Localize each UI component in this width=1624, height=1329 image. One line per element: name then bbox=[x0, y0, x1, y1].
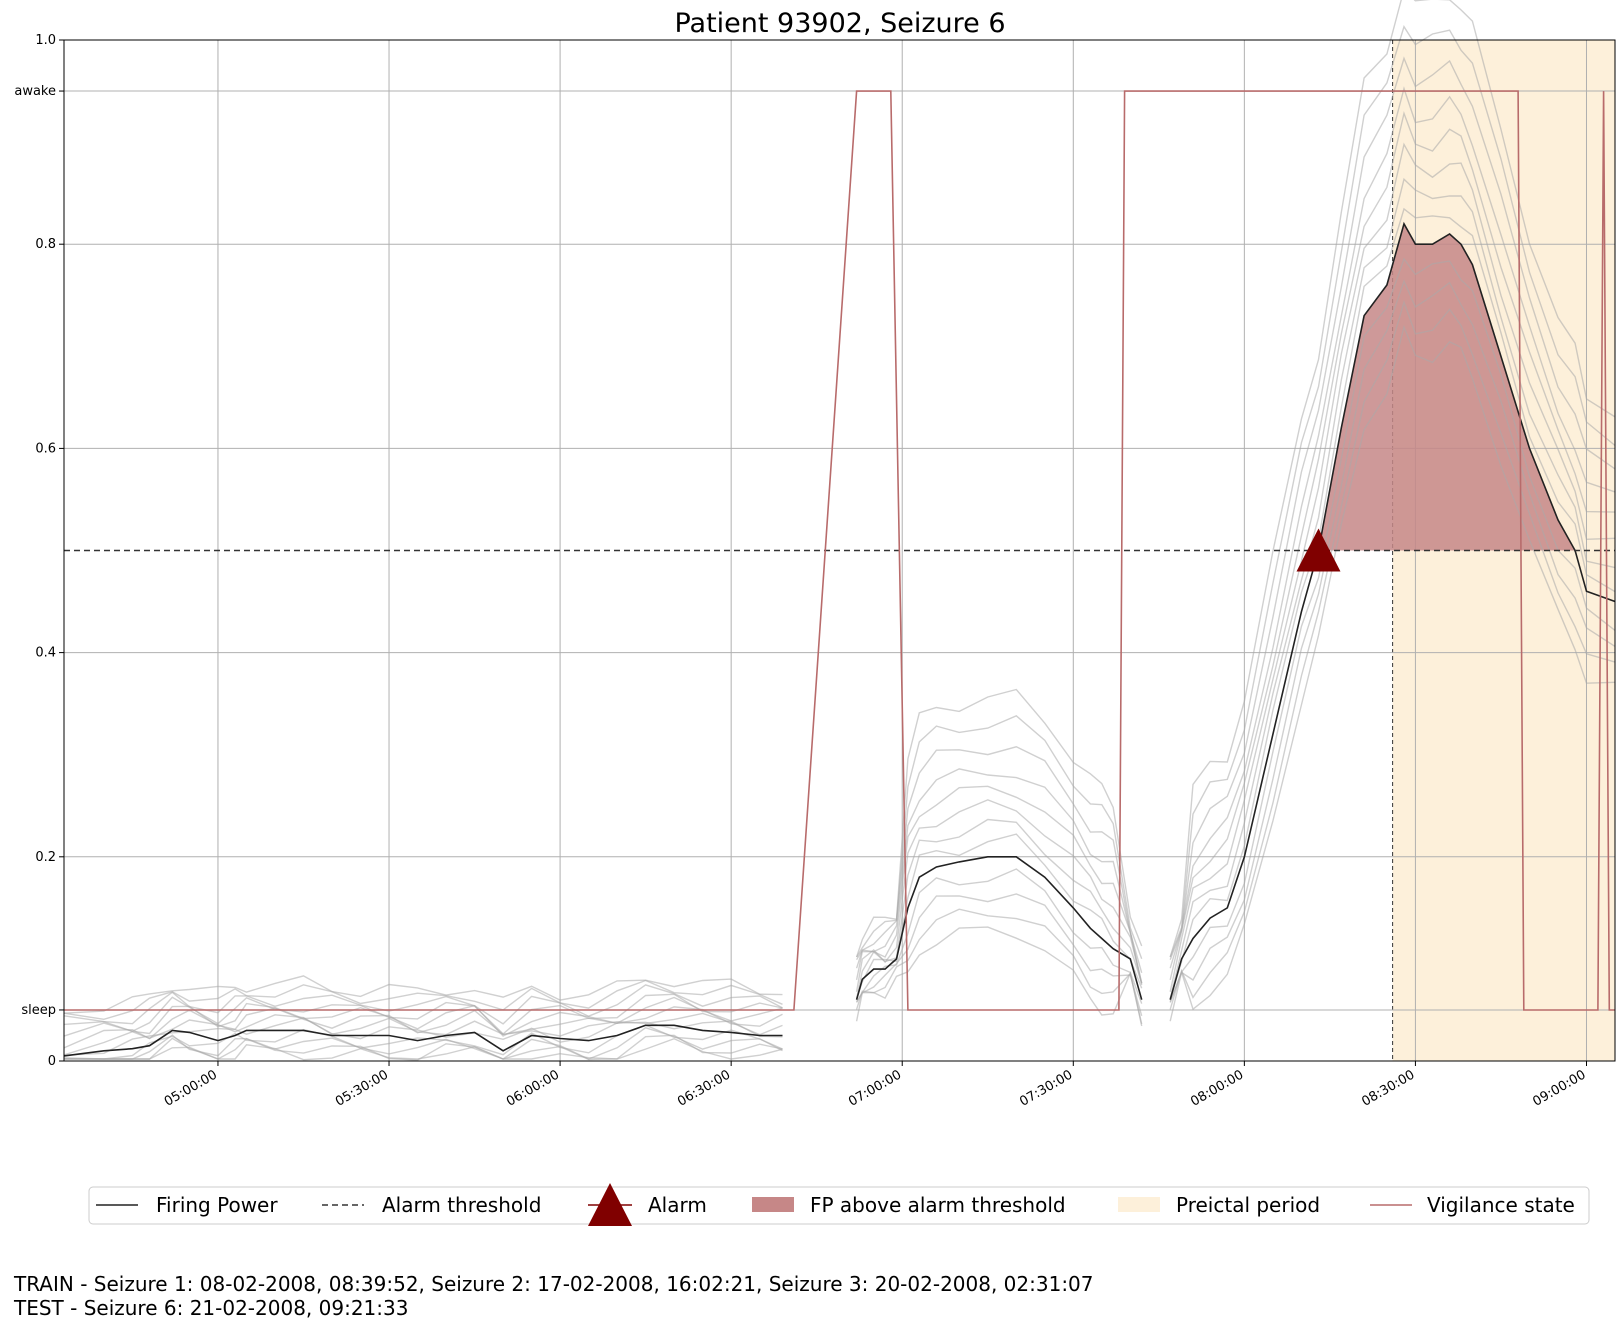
y-tick-label: 0.4 bbox=[35, 646, 56, 661]
legend-key-fp-area bbox=[752, 1197, 794, 1212]
firing-power-line bbox=[64, 1025, 783, 1056]
y-tick-label: 0 bbox=[48, 1054, 56, 1069]
x-tick-label: 05:00:00 bbox=[162, 1067, 220, 1109]
chart-title: Patient 93902, Seizure 6 bbox=[674, 8, 1005, 39]
state-tick-label: awake bbox=[14, 84, 56, 99]
x-tick-label: 09:00:00 bbox=[1530, 1067, 1588, 1109]
seizure-info: TRAIN - Seizure 1: 08-02-2008, 08:39:52,… bbox=[14, 1272, 1094, 1320]
y-tick-label: 1.0 bbox=[35, 33, 56, 48]
x-tick-label: 06:30:00 bbox=[675, 1067, 733, 1109]
legend-label: FP above alarm threshold bbox=[810, 1193, 1066, 1217]
y-tick-label: 0.2 bbox=[35, 850, 56, 865]
tick-labels-layer: 0 0.2 0.4 0.6 0.8 1.0 awake sleep 05:00:00 05:30:… bbox=[14, 33, 1588, 1110]
test-seizure: TEST - Seizure 6: 21-02-2008, 09:21:33 bbox=[14, 1296, 1094, 1320]
train-seizures: TRAIN - Seizure 1: 08-02-2008, 08:39:52,… bbox=[14, 1272, 1094, 1296]
legend-label: Vigilance state bbox=[1427, 1193, 1575, 1217]
legend: Firing Power Alarm threshold Alarm FP above… bbox=[89, 1183, 1589, 1226]
x-tick-label: 07:00:00 bbox=[846, 1067, 904, 1109]
legend-key-preictal bbox=[1118, 1197, 1160, 1212]
x-tick-label: 05:30:00 bbox=[333, 1067, 391, 1109]
x-tick-label: 07:30:00 bbox=[1017, 1067, 1075, 1109]
legend-label: Firing Power bbox=[156, 1193, 278, 1217]
y-tick-label: 0.8 bbox=[35, 237, 56, 252]
firing-power-run-trace bbox=[64, 1007, 783, 1048]
legend-label: Alarm threshold bbox=[382, 1193, 541, 1217]
y-tick-label: 0.6 bbox=[35, 441, 56, 456]
legend-label: Preictal period bbox=[1176, 1193, 1320, 1217]
series-layer bbox=[64, 91, 1615, 1056]
state-tick-label: sleep bbox=[21, 1003, 56, 1018]
x-tick-label: 08:30:00 bbox=[1359, 1067, 1417, 1109]
x-tick-label: 06:00:00 bbox=[504, 1067, 562, 1109]
x-tick-label: 08:00:00 bbox=[1188, 1067, 1246, 1109]
legend-label: Alarm bbox=[648, 1193, 707, 1217]
